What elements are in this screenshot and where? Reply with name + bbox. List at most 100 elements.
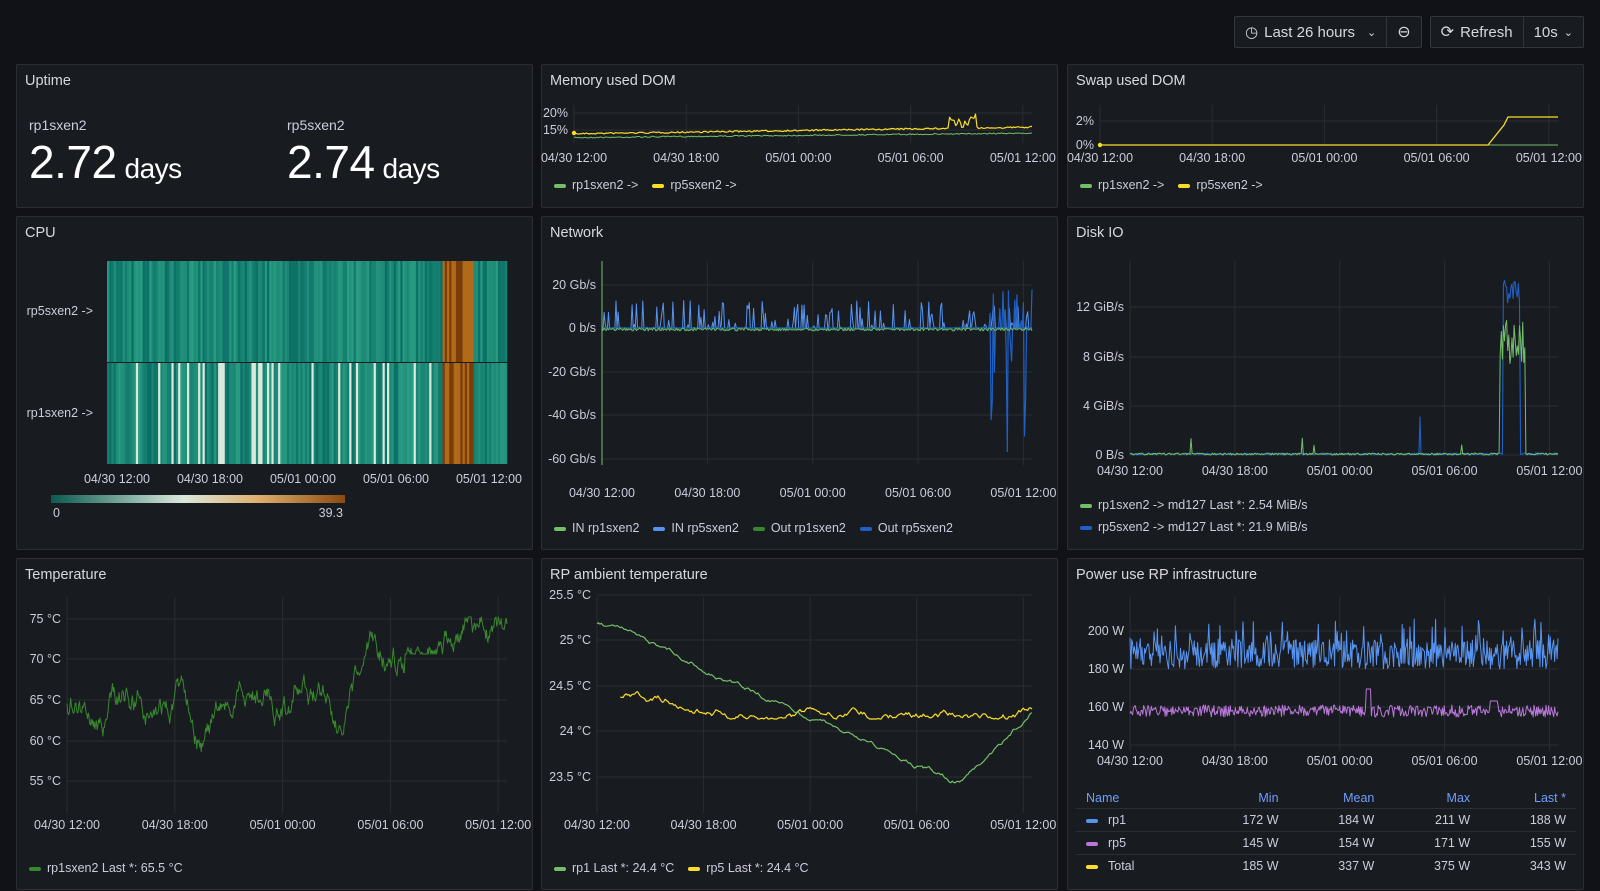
- column-header[interactable]: Name: [1086, 791, 1120, 805]
- heatmap-cell: [118, 261, 121, 362]
- panel-title: Power use RP infrastructure: [1076, 567, 1258, 583]
- heatmap-cell: [311, 261, 314, 362]
- chevron-down-icon: ⌄: [1563, 26, 1573, 39]
- heatmap-cell: [284, 261, 288, 362]
- heatmap-cell: [458, 363, 461, 464]
- heatmap-cell: [364, 261, 368, 362]
- heatmap-cell: [307, 261, 310, 362]
- network-panel[interactable]: Network 20 Gb/s 0 b/s -20 Gb/s -40 Gb/s -60 …: [541, 216, 1058, 550]
- legend-item[interactable]: Out rp1sxen2: [752, 521, 846, 535]
- table-cell: rp1: [1076, 808, 1193, 832]
- heatmap-cell: [355, 363, 359, 464]
- ambient-temperature-panel[interactable]: RP ambient temperature 25.5 °C 25 °C 24.5 …: [541, 558, 1058, 890]
- heatmap-cell: [229, 261, 232, 362]
- swap-panel[interactable]: Swap used DOM 2% 0% 04/30 12:00 04/30 18:00…: [1067, 64, 1584, 208]
- zoom-out-button[interactable]: ⊖: [1387, 17, 1420, 47]
- heatmap-cell: [278, 363, 281, 464]
- column-header[interactable]: Max: [1446, 791, 1471, 805]
- cpu-heatmap: rp5sxen2 -> rp1sxen2 -> 04/30 12:00 04/30 1…: [27, 261, 522, 520]
- heatmap-cell: [262, 261, 266, 362]
- heatmap-cell: [131, 363, 134, 464]
- heatmap-cell: [273, 261, 277, 362]
- heatmap-cell: [393, 363, 397, 464]
- heatmap-cell: [424, 261, 428, 362]
- heatmap-cell: [464, 363, 468, 464]
- heatmap-cell: [491, 261, 494, 362]
- y-tick-label: 200 W: [1088, 624, 1124, 638]
- legend-item[interactable]: rp1sxen2 ->: [554, 178, 638, 192]
- heatmap-cell: [378, 363, 381, 464]
- column-header[interactable]: Last *: [1534, 791, 1566, 805]
- heatmap-cell: [167, 261, 170, 362]
- table-row[interactable]: rp1 172 W 184 W 211 W 188 W: [1076, 808, 1576, 832]
- y-tick-label: 25.5 °C: [549, 588, 591, 602]
- table-cell: 171 W: [1384, 831, 1481, 855]
- heatmap-cell: [207, 261, 210, 362]
- heatmap-cell: [247, 363, 250, 464]
- heatmap-cell: [140, 261, 143, 362]
- legend-item[interactable]: rp5 Last *: 24.4 °C: [688, 861, 809, 875]
- heatmap-cell: [213, 261, 217, 362]
- heatmap-cell: [335, 363, 339, 464]
- legend-item[interactable]: rp5sxen2 -> md127 Last *: 21.9 MiB/s: [1080, 520, 1308, 534]
- x-tick-label: 04/30 18:00: [1202, 754, 1268, 768]
- series-point: [571, 130, 577, 136]
- legend-swatch: [653, 526, 666, 531]
- temperature-panel[interactable]: Temperature 75 °C 70 °C 65 °C 60 °C 55 °C 04/…: [16, 558, 533, 890]
- heatmap-cell: [202, 363, 206, 464]
- cpu-panel[interactable]: CPU rp5sxen2 -> rp1sxen2 -> 04/30 12:00 04/…: [16, 216, 533, 550]
- legend-item[interactable]: rp5sxen2 ->: [1178, 178, 1263, 192]
- heatmap-cell: [435, 363, 439, 464]
- legend-item[interactable]: IN rp5sxen2: [653, 521, 739, 535]
- heatmap-cell: [320, 363, 323, 464]
- memory-chart: 20% 15% 04/30 12:00 04/30 18:00 05/01 00:00 0…: [541, 105, 1056, 165]
- table-row[interactable]: rp5 145 W 154 W 171 W 155 W: [1076, 831, 1576, 855]
- heatmap-cell: [422, 261, 426, 362]
- heatmap-cell: [411, 363, 414, 464]
- heatmap-cell: [142, 261, 146, 362]
- table-row[interactable]: Total 185 W 337 W 375 W 343 W: [1076, 854, 1576, 877]
- heatmap-cell: [438, 363, 441, 464]
- uptime-panel[interactable]: Uptime rp1sxen2 2.72 days rp5sxen2 2.74 da…: [16, 64, 533, 208]
- stat-unit: days: [124, 153, 183, 184]
- heatmap-cell: [287, 363, 290, 464]
- heatmap-cell: [484, 363, 488, 464]
- legend-item[interactable]: IN rp1sxen2: [554, 521, 639, 535]
- series-name: rp1: [1108, 813, 1127, 827]
- heatmap-cell: [158, 261, 161, 362]
- heatmap-cell: [451, 261, 454, 362]
- heatmap-cell: [478, 261, 481, 362]
- power-chart: 200 W 180 W 160 W 140 W 04/30 12:00 04/30 18:…: [1088, 597, 1582, 768]
- chevron-down-icon: ⌄: [1367, 26, 1377, 39]
- power-panel[interactable]: Power use RP infrastructure 200 W 180 W 16…: [1067, 558, 1584, 890]
- legend-item[interactable]: Out rp5sxen2: [859, 521, 953, 535]
- legend-item[interactable]: rp5sxen2 ->: [652, 178, 737, 192]
- heatmap-cell: [442, 261, 446, 362]
- x-tick-label: 05/01 06:00: [1412, 464, 1478, 478]
- legend-item[interactable]: rp1sxen2 ->: [1080, 178, 1164, 192]
- heatmap-cell: [224, 363, 228, 464]
- x-tick-label: 05/01 00:00: [250, 818, 316, 832]
- legend-item[interactable]: rp1sxen2 -> md127 Last *: 2.54 MiB/s: [1080, 498, 1308, 512]
- heatmap-cell: [373, 261, 377, 362]
- refresh-button[interactable]: ⟳ Refresh: [1431, 17, 1524, 47]
- legend-swatch: [1178, 183, 1191, 188]
- legend-item[interactable]: rp1sxen2 Last *: 65.5 °C: [29, 861, 183, 875]
- legend-swatch: [859, 526, 872, 531]
- heatmap-cell: [404, 261, 408, 362]
- memory-panel[interactable]: Memory used DOM 20% 15% 04/30 12:00 04/30 1…: [541, 64, 1058, 208]
- refresh-interval-picker[interactable]: 10s ⌄: [1524, 17, 1583, 47]
- table-cell: 184 W: [1288, 808, 1385, 832]
- heatmap-cell: [482, 363, 486, 464]
- heatmap-cell: [413, 261, 417, 362]
- y-tick-label: 24 °C: [560, 724, 591, 738]
- disk-io-panel[interactable]: Disk IO 12 GiB/s 8 GiB/s 4 GiB/s 0 B/s 04/30…: [1067, 216, 1584, 550]
- heatmap-cell: [233, 363, 237, 464]
- time-range-picker[interactable]: ◷ Last 26 hours ⌄: [1235, 17, 1388, 47]
- legend-item[interactable]: rp1 Last *: 24.4 °C: [554, 861, 674, 875]
- column-header[interactable]: Mean: [1343, 791, 1375, 805]
- heatmap-cell: [124, 261, 128, 362]
- heatmap-cell: [455, 363, 459, 464]
- heatmap-cell: [298, 261, 301, 362]
- column-header[interactable]: Min: [1258, 791, 1279, 805]
